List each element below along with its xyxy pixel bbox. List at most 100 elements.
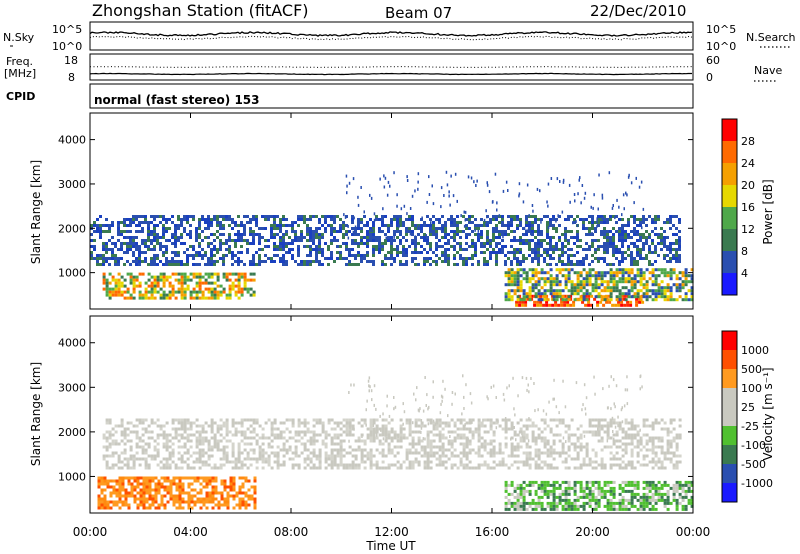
heatmap-cell — [516, 492, 520, 496]
heatmap-cell — [543, 436, 547, 440]
heatmap-cell — [189, 433, 193, 437]
heatmap-cell — [617, 300, 621, 304]
heatmap-cell — [621, 233, 624, 236]
heatmap-cell — [198, 451, 202, 455]
heatmap-cell — [130, 491, 134, 495]
heatmap-cell — [318, 466, 322, 470]
heatmap-cell — [156, 433, 160, 437]
heatmap-cell — [597, 271, 601, 275]
heatmap-cell — [264, 421, 268, 425]
heatmap-cell — [201, 275, 205, 279]
heatmap-cell — [531, 421, 535, 425]
heatmap-cell — [669, 242, 672, 245]
heatmap-cell — [495, 260, 498, 263]
heatmap-cell — [190, 494, 194, 498]
heatmap-cell — [273, 433, 277, 437]
heatmap-cell — [195, 251, 198, 254]
heatmap-cell — [414, 251, 417, 254]
heatmap-cell — [504, 436, 508, 440]
heatmap-cell — [678, 239, 681, 242]
heatmap-cell — [456, 242, 459, 245]
heatmap-cell — [181, 491, 185, 495]
heatmap-cell — [486, 236, 489, 239]
heatmap-cell — [435, 424, 439, 428]
heatmap-cell — [109, 479, 113, 483]
heatmap-cell — [609, 292, 613, 296]
heatmap-cell — [447, 239, 450, 242]
heatmap-cell — [648, 424, 652, 428]
heatmap-cell — [312, 439, 316, 443]
heatmap-cell — [186, 418, 190, 422]
heatmap-cell — [537, 254, 540, 257]
heatmap-cell — [198, 433, 202, 437]
heatmap-cell — [672, 298, 676, 302]
heatmap-cell — [129, 454, 133, 458]
heatmap-cell — [591, 430, 595, 434]
heatmap-cell — [327, 463, 331, 467]
heatmap-cell — [654, 460, 658, 464]
heatmap-cell — [375, 466, 379, 470]
heatmap-cell — [351, 248, 354, 251]
heatmap-cell — [210, 218, 213, 221]
heatmap-cell — [127, 479, 131, 483]
heatmap-cell — [672, 451, 676, 455]
heatmap-cell — [297, 239, 300, 242]
heatmap-cell — [363, 442, 367, 446]
heatmap-cell — [342, 233, 345, 236]
heatmap-cell — [510, 289, 514, 293]
heatmap-cell — [216, 275, 220, 279]
heatmap-cell — [318, 421, 322, 425]
heatmap-cell — [432, 251, 435, 254]
heatmap-cell — [474, 427, 478, 431]
heatmap-cell — [672, 463, 676, 467]
heatmap-cell — [564, 274, 568, 278]
heatmap-cell — [420, 454, 424, 458]
heatmap-cell — [573, 457, 577, 461]
heatmap-cell — [452, 194, 455, 198]
heatmap-cell — [576, 507, 580, 511]
heatmap-cell — [195, 457, 199, 461]
heatmap-cell — [612, 286, 616, 290]
heatmap-cell — [546, 251, 549, 254]
heatmap-cell — [109, 500, 113, 504]
heatmap-cell — [519, 445, 523, 449]
heatmap-cell — [444, 466, 448, 470]
heatmap-cell — [585, 501, 589, 505]
heatmap-cell — [387, 436, 391, 440]
heatmap-cell — [99, 227, 102, 230]
heatmap-cell — [651, 445, 655, 449]
heatmap-cell — [630, 283, 634, 287]
heatmap-cell — [561, 489, 565, 493]
heatmap-cell — [447, 260, 450, 263]
heatmap-cell — [648, 271, 652, 275]
heatmap-cell — [348, 260, 351, 263]
heatmap-cell — [588, 495, 592, 499]
heatmap-cell — [372, 463, 376, 467]
heatmap-cell — [369, 466, 373, 470]
heatmap-cell — [444, 236, 447, 239]
heatmap-cell — [483, 221, 486, 224]
heatmap-cell — [195, 254, 198, 257]
heatmap-cell — [552, 418, 556, 422]
heatmap-cell — [657, 233, 660, 236]
heatmap-cell — [603, 257, 606, 260]
heatmap-cell — [223, 479, 227, 483]
heatmap-cell — [435, 457, 439, 461]
heatmap-cell — [423, 263, 426, 266]
heatmap-cell — [555, 424, 559, 428]
heatmap-cell — [465, 242, 468, 245]
heatmap-cell — [198, 221, 201, 224]
heatmap-cell — [600, 283, 604, 287]
heatmap-cell — [441, 245, 444, 248]
heatmap-cell — [459, 451, 463, 455]
heatmap-cell — [588, 274, 592, 278]
freq-panel-frame — [89, 53, 694, 81]
heatmap-cell — [513, 271, 517, 275]
heatmap-cell — [201, 254, 204, 257]
heatmap-cell — [618, 268, 622, 272]
heatmap-cell — [557, 303, 561, 307]
heatmap-cell — [477, 430, 481, 434]
heatmap-cell — [471, 466, 475, 470]
heatmap-cell — [502, 189, 505, 193]
heatmap-cell — [154, 488, 158, 492]
